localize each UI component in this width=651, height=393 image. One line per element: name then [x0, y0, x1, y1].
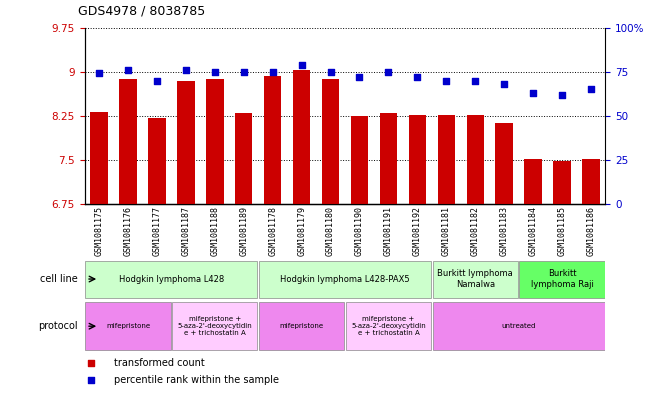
Bar [519, 261, 605, 298]
Text: mifepristone +
5-aza-2'-deoxycytidin
e + trichostatin A: mifepristone + 5-aza-2'-deoxycytidin e +… [178, 316, 252, 336]
Text: GSM1081184: GSM1081184 [529, 206, 538, 256]
Bar [409, 115, 426, 204]
Point [499, 81, 509, 87]
Text: GSM1081185: GSM1081185 [557, 206, 566, 256]
Point [586, 86, 596, 93]
Text: GSM1081176: GSM1081176 [124, 206, 133, 256]
Text: mifepristone: mifepristone [279, 323, 324, 329]
Bar [90, 112, 108, 204]
Bar [264, 77, 281, 204]
Point [528, 90, 538, 96]
Bar [206, 79, 223, 204]
Text: GSM1081181: GSM1081181 [442, 206, 450, 256]
Text: Hodgkin lymphoma L428-PAX5: Hodgkin lymphoma L428-PAX5 [280, 275, 410, 283]
Bar [495, 123, 513, 204]
Bar [433, 261, 518, 298]
Point [123, 67, 133, 73]
Bar [467, 115, 484, 204]
Bar [119, 79, 137, 204]
Text: GSM1081177: GSM1081177 [152, 206, 161, 256]
Text: mifepristone +
5-aza-2'-deoxycytidin
e + trichostatin A: mifepristone + 5-aza-2'-deoxycytidin e +… [351, 316, 426, 336]
Bar [259, 261, 431, 298]
Point [383, 69, 394, 75]
Point [86, 360, 96, 366]
Text: Hodgkin lymphoma L428: Hodgkin lymphoma L428 [118, 275, 224, 283]
Point [354, 74, 365, 80]
Bar [553, 161, 571, 204]
Text: GSM1081178: GSM1081178 [268, 206, 277, 256]
Text: GSM1081190: GSM1081190 [355, 206, 364, 256]
Point [181, 67, 191, 73]
Point [210, 69, 220, 75]
Bar [173, 302, 257, 350]
Text: GSM1081187: GSM1081187 [182, 206, 190, 256]
Text: untreated: untreated [501, 323, 536, 329]
Bar [177, 81, 195, 204]
Bar [346, 302, 431, 350]
Text: GSM1081182: GSM1081182 [471, 206, 480, 256]
Text: GSM1081188: GSM1081188 [210, 206, 219, 256]
Point [86, 377, 96, 384]
Text: GSM1081179: GSM1081179 [297, 206, 306, 256]
Point [238, 69, 249, 75]
Bar [85, 261, 257, 298]
Bar [235, 113, 253, 204]
Text: GSM1081191: GSM1081191 [384, 206, 393, 256]
Point [268, 69, 278, 75]
Text: GSM1081186: GSM1081186 [587, 206, 596, 256]
Point [152, 77, 162, 84]
Text: percentile rank within the sample: percentile rank within the sample [114, 375, 279, 385]
Point [94, 70, 104, 77]
Point [470, 77, 480, 84]
Text: GSM1081192: GSM1081192 [413, 206, 422, 256]
Bar [148, 118, 165, 204]
Text: GSM1081183: GSM1081183 [500, 206, 508, 256]
Text: mifepristone: mifepristone [106, 323, 150, 329]
Text: Burkitt lymphoma
Namalwa: Burkitt lymphoma Namalwa [437, 269, 513, 289]
Text: GSM1081189: GSM1081189 [240, 206, 248, 256]
Bar [437, 115, 455, 204]
Point [441, 77, 452, 84]
Bar [322, 79, 339, 204]
Text: protocol: protocol [38, 321, 78, 331]
Point [296, 61, 307, 68]
Text: Burkitt
lymphoma Raji: Burkitt lymphoma Raji [531, 269, 594, 289]
Text: GSM1081180: GSM1081180 [326, 206, 335, 256]
Bar [433, 302, 605, 350]
Text: GDS4978 / 8038785: GDS4978 / 8038785 [78, 5, 205, 18]
Text: GSM1081175: GSM1081175 [94, 206, 104, 256]
Bar [259, 302, 344, 350]
Text: transformed count: transformed count [114, 358, 204, 367]
Bar [293, 70, 311, 204]
Bar [351, 116, 368, 204]
Point [412, 74, 422, 80]
Bar [582, 159, 600, 204]
Point [557, 92, 567, 98]
Bar [380, 113, 397, 204]
Text: cell line: cell line [40, 274, 78, 284]
Point [326, 69, 336, 75]
Bar [525, 159, 542, 204]
Bar [85, 302, 171, 350]
